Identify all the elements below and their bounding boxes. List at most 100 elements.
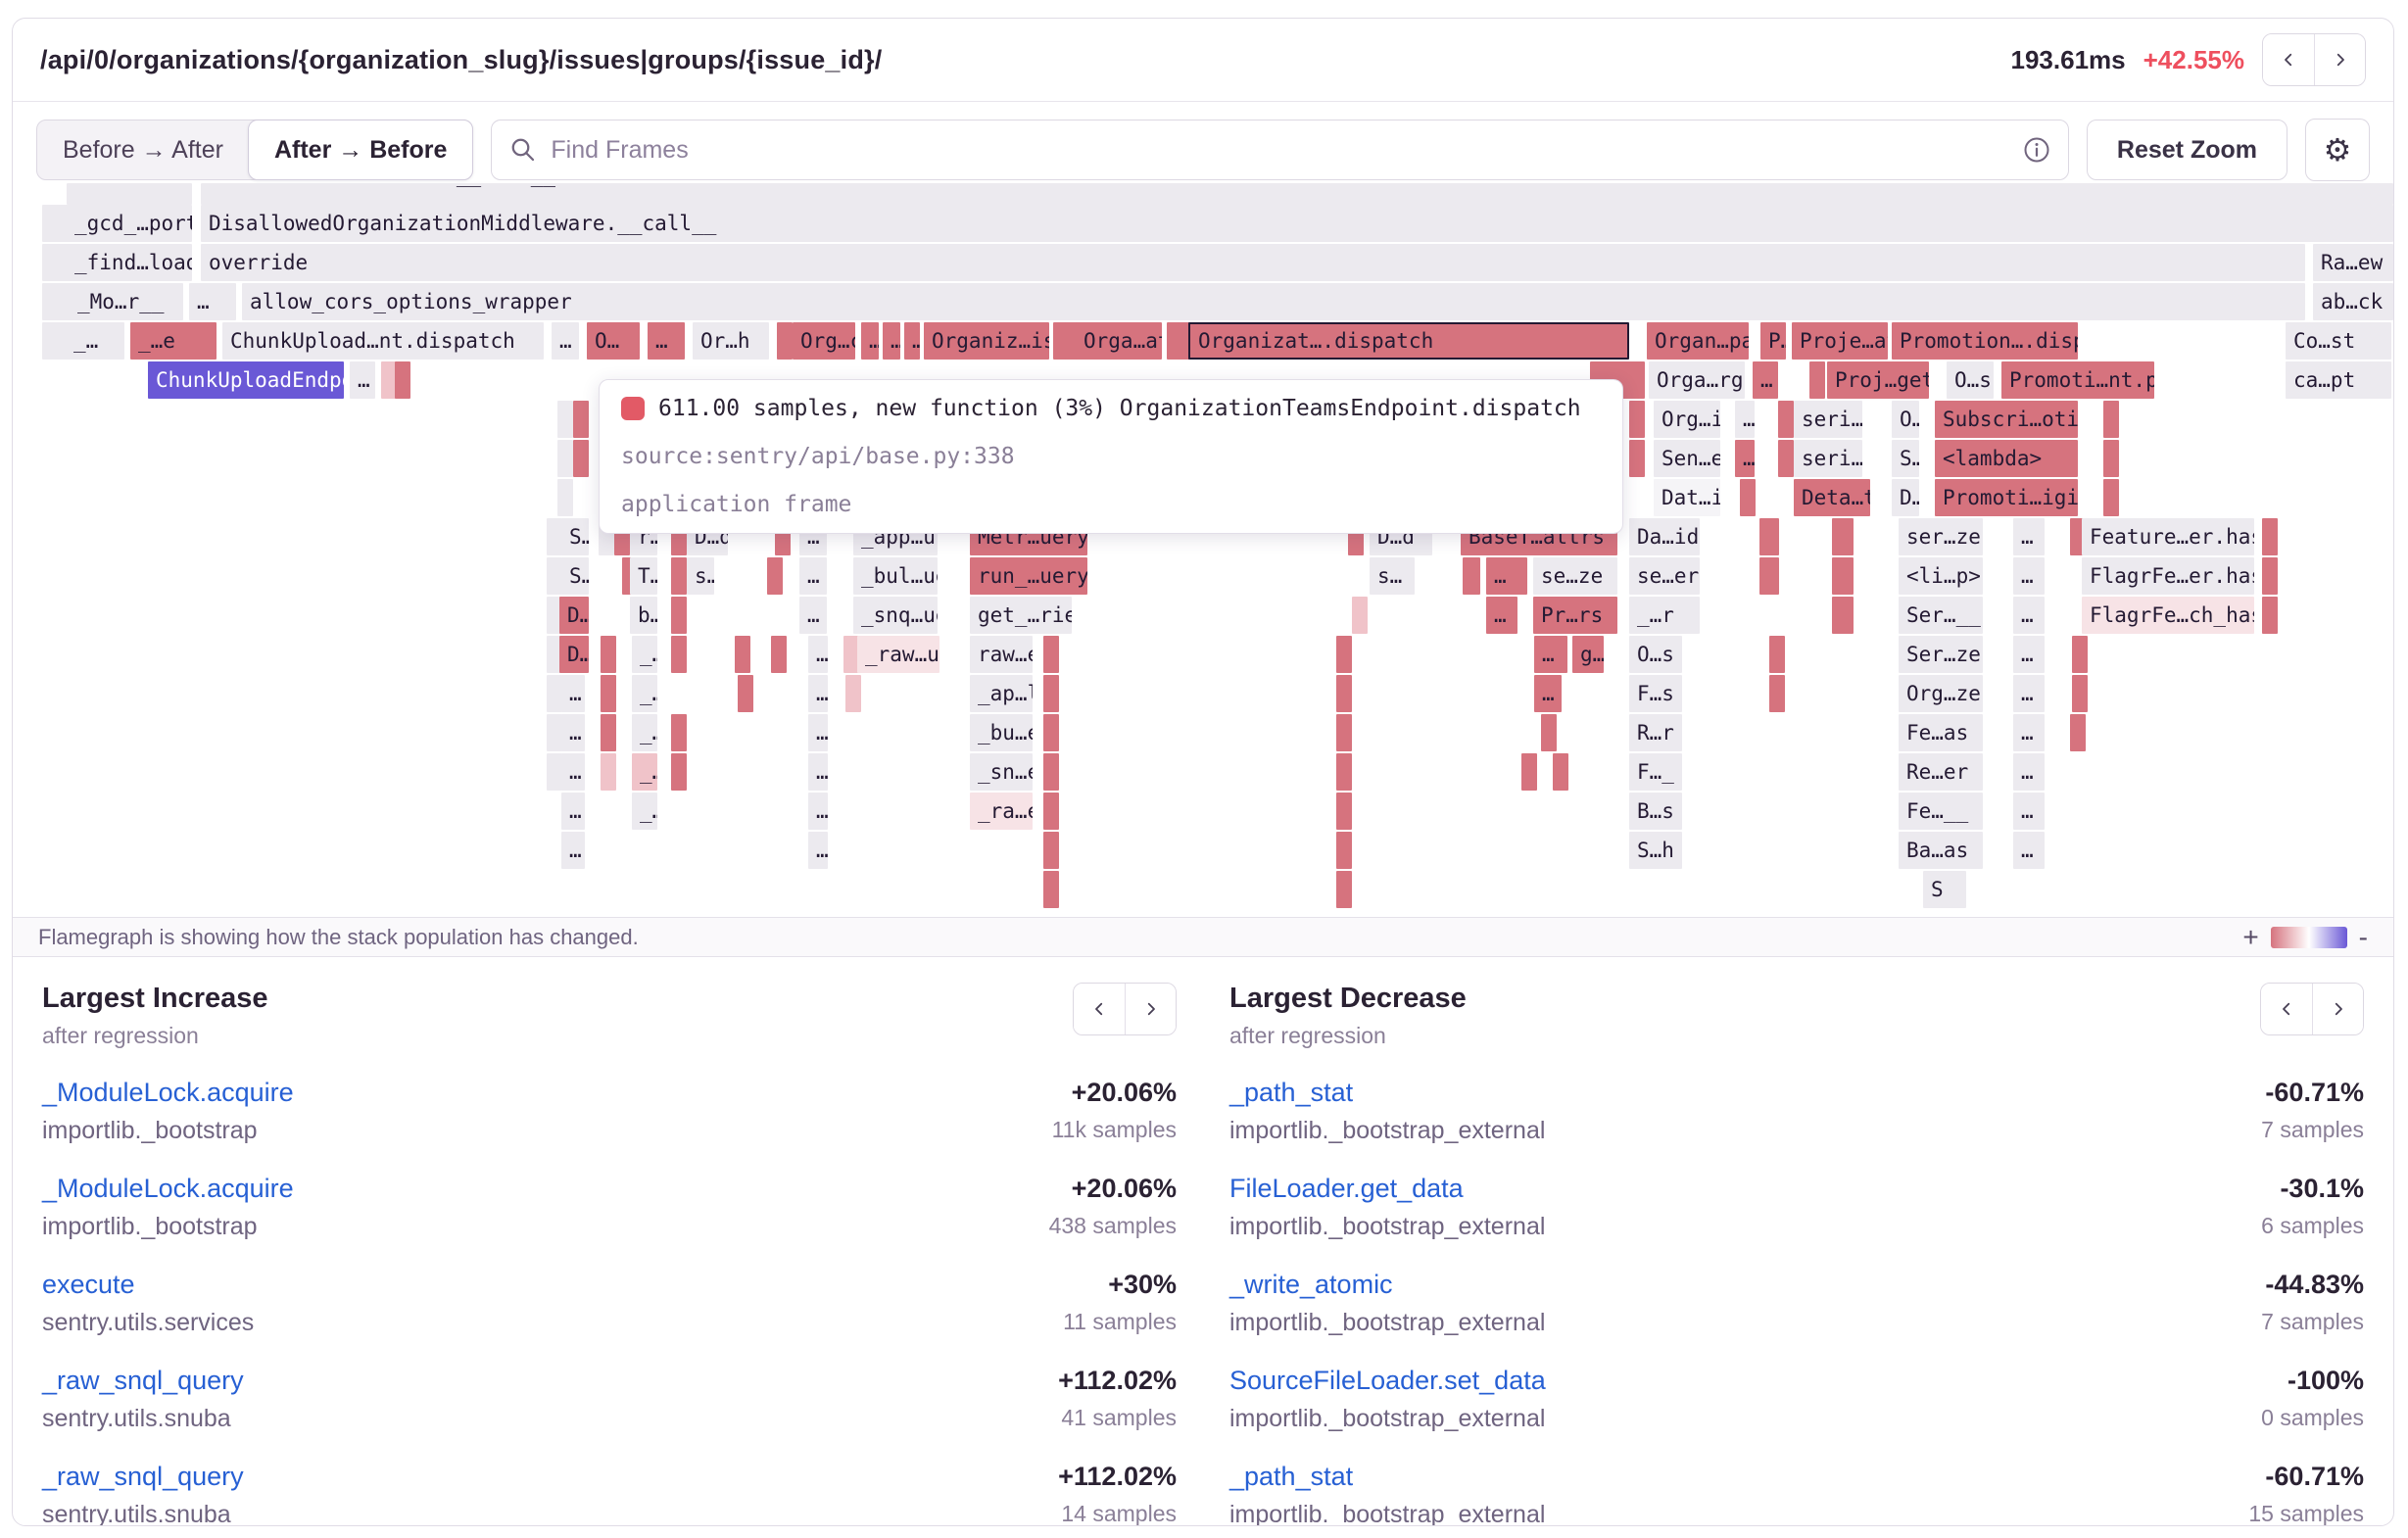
flame-frame[interactable]: _bu…ery xyxy=(970,714,1033,751)
flame-frame[interactable]: Da…id xyxy=(1629,518,1700,555)
flame-frame[interactable]: se…ze xyxy=(1533,557,1617,595)
flame-frame[interactable]: _ap…lts xyxy=(970,675,1033,712)
flame-frame[interactable] xyxy=(1043,832,1059,869)
flame-frame[interactable] xyxy=(601,714,616,751)
prev-transaction-button[interactable] xyxy=(2263,34,2314,85)
flame-frame[interactable] xyxy=(2103,479,2119,516)
flame-frame[interactable] xyxy=(671,636,687,673)
flame-frame[interactable] xyxy=(547,557,562,595)
flame-frame[interactable]: … xyxy=(2013,675,2045,712)
flame-frame[interactable]: … xyxy=(2013,557,2045,595)
flame-frame[interactable]: … xyxy=(861,322,879,360)
flame-frame[interactable] xyxy=(845,675,861,712)
flame-frame[interactable]: g… xyxy=(1572,636,1604,673)
flame-frame[interactable]: Proj…get xyxy=(1827,361,1929,399)
flame-frame[interactable] xyxy=(671,557,687,595)
flame-frame[interactable]: Dat…id xyxy=(1654,479,1720,516)
flame-frame[interactable]: Org…ze xyxy=(1899,675,1983,712)
flame-frame[interactable]: B…s xyxy=(1629,793,1682,830)
flame-frame[interactable]: Org…ion xyxy=(1654,401,1720,438)
flame-frame[interactable] xyxy=(1553,753,1568,791)
flame-frame[interactable]: R…r xyxy=(1629,714,1682,751)
flame-frame[interactable]: _find…load xyxy=(67,244,192,281)
flame-frame[interactable]: Organ…patch xyxy=(1647,322,1749,360)
flame-frame[interactable]: … xyxy=(189,283,236,320)
flame-frame[interactable] xyxy=(1778,401,1794,438)
flame-frame[interactable] xyxy=(547,636,562,673)
flame-frame[interactable]: … xyxy=(561,793,585,830)
flame-frame[interactable]: ser…ze xyxy=(1899,518,1983,555)
flame-frame[interactable]: Feature…er.has xyxy=(2082,518,2254,555)
flame-frame[interactable] xyxy=(671,597,687,634)
flame-frame[interactable]: _sn…ery xyxy=(970,753,1033,791)
settings-button[interactable]: ⚙ xyxy=(2305,119,2370,181)
flame-frame[interactable]: Orga…atch xyxy=(1076,322,1162,360)
flame-frame[interactable]: S…h xyxy=(1629,832,1682,869)
flame-frame[interactable]: F…_ xyxy=(1629,753,1682,791)
flame-frame[interactable]: P… xyxy=(1760,322,1786,360)
flame-frame[interactable] xyxy=(67,183,192,205)
flame-frame[interactable] xyxy=(557,440,573,477)
flame-frame[interactable] xyxy=(1769,675,1785,712)
flame-frame[interactable]: Co…st xyxy=(2286,322,2391,360)
function-link[interactable]: FileLoader.get_data xyxy=(1229,1174,1464,1203)
flame-frame[interactable]: O…s xyxy=(1947,361,1994,399)
flame-frame[interactable]: … xyxy=(1735,401,1755,438)
flame-frame[interactable]: … xyxy=(1486,597,1517,634)
decrease-next-button[interactable] xyxy=(2312,984,2363,1034)
flame-frame[interactable]: ChunkUpload…nt.dispatch xyxy=(222,322,544,360)
flame-frame[interactable]: seri…ize xyxy=(1794,440,1862,477)
flame-frame[interactable] xyxy=(1336,636,1352,673)
flame-frame[interactable]: … xyxy=(808,753,828,791)
flame-frame[interactable]: … xyxy=(2013,714,2045,751)
flame-frame[interactable] xyxy=(771,636,787,673)
flame-frame[interactable]: Proje…atch xyxy=(1792,322,1888,360)
flame-frame[interactable] xyxy=(381,361,397,399)
flame-frame[interactable] xyxy=(54,244,70,281)
flame-frame[interactable]: … xyxy=(1534,636,1567,673)
flame-frame[interactable] xyxy=(735,636,750,673)
flame-frame[interactable]: Pr…rs xyxy=(1533,597,1617,634)
function-link[interactable]: _write_atomic xyxy=(1229,1270,1393,1299)
flame-frame[interactable]: Ra…ew xyxy=(2313,244,2393,281)
flame-frame[interactable]: O… xyxy=(587,322,640,360)
flame-frame[interactable] xyxy=(1832,597,1854,634)
flame-frame[interactable]: _… xyxy=(632,753,657,791)
flamegraph-canvas[interactable]: 611.00 samples, new function (3%) Organi… xyxy=(13,183,2393,917)
flame-frame[interactable]: ca…pt xyxy=(2286,361,2391,399)
info-icon[interactable] xyxy=(2022,135,2051,165)
flame-frame[interactable]: D… xyxy=(559,636,589,673)
flame-frame[interactable]: … xyxy=(1486,557,1527,595)
flame-frame[interactable]: Sen…ess xyxy=(1654,440,1720,477)
flame-frame[interactable]: … xyxy=(2013,636,2045,673)
flame-frame[interactable] xyxy=(2262,518,2278,555)
flame-frame[interactable]: F…s xyxy=(1629,675,1682,712)
flame-frame[interactable]: se…er xyxy=(1629,557,1700,595)
flame-frame[interactable] xyxy=(547,518,562,555)
flame-frame[interactable]: Promoti…igible xyxy=(1935,479,2078,516)
flame-frame[interactable]: S… xyxy=(561,557,589,595)
flame-frame[interactable]: D… xyxy=(1892,479,1919,516)
flame-frame[interactable] xyxy=(1043,675,1059,712)
flame-frame[interactable] xyxy=(1043,753,1059,791)
flame-frame[interactable] xyxy=(767,557,783,595)
flame-frame[interactable]: Promotion….dispatch xyxy=(1892,322,2078,360)
segment-before-after[interactable]: Before → After xyxy=(63,135,223,164)
flame-frame[interactable] xyxy=(1759,518,1779,555)
flame-frame[interactable]: allow_cors_options_wrapper xyxy=(242,283,2305,320)
flame-frame[interactable]: Organiz…ispatch xyxy=(924,322,1049,360)
flame-frame[interactable] xyxy=(54,205,70,242)
flame-frame[interactable] xyxy=(573,401,589,438)
flame-frame[interactable]: … xyxy=(2013,518,2045,555)
function-link[interactable]: _ModuleLock.acquire xyxy=(42,1078,294,1107)
flame-frame[interactable]: S… xyxy=(561,518,589,555)
flame-frame[interactable]: b… xyxy=(630,597,657,634)
flame-frame[interactable]: ChunkUploadEndpoint.get xyxy=(148,361,344,399)
flame-frame[interactable]: … xyxy=(561,753,585,791)
next-transaction-button[interactable] xyxy=(2314,34,2365,85)
flame-frame[interactable] xyxy=(1809,361,1825,399)
flame-frame[interactable] xyxy=(601,675,616,712)
flame-frame[interactable] xyxy=(2072,675,2088,712)
flame-frame[interactable]: run_…uery xyxy=(970,557,1087,595)
flame-frame[interactable]: T… xyxy=(630,557,657,595)
